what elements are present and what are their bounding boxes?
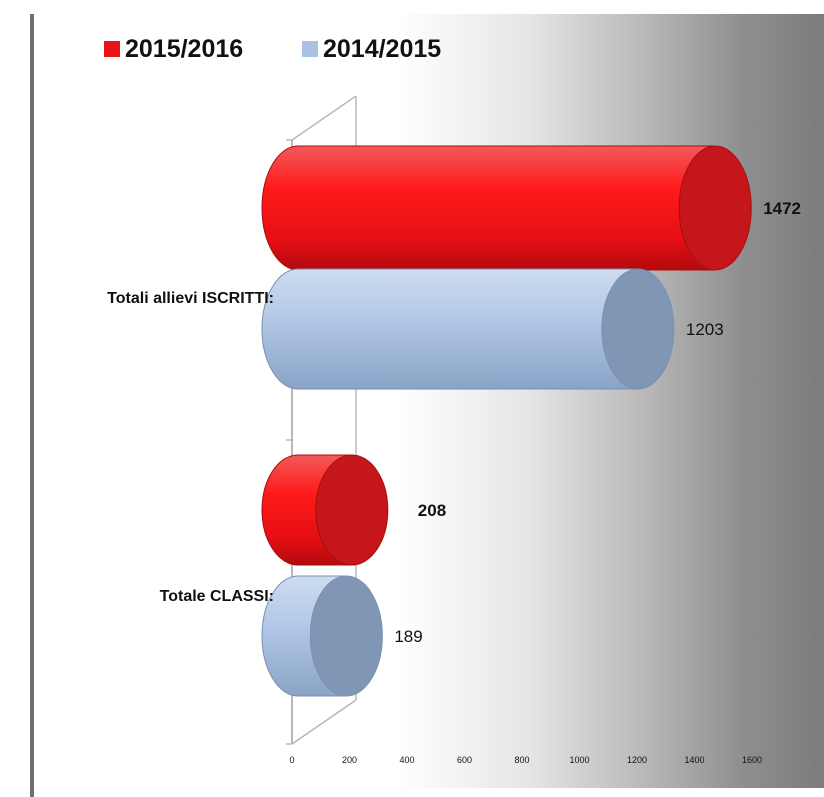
data-label: 189 <box>394 627 422 646</box>
x-tick-label: 1600 <box>742 755 762 765</box>
category-label: Totali allievi ISCRITTI: <box>107 290 274 307</box>
data-label: 1472 <box>763 199 801 218</box>
data-label: 1203 <box>686 320 724 339</box>
bar-end-cap <box>678 145 752 271</box>
bar <box>261 145 716 271</box>
bar-end-cap <box>601 268 675 390</box>
bar <box>261 268 639 390</box>
legend-label-2014-2015: 2014/2015 <box>323 34 442 63</box>
x-tick-label: 200 <box>342 755 357 765</box>
x-tick-label: 400 <box>399 755 414 765</box>
legend-swatch-2015-2016 <box>104 41 120 57</box>
x-tick-label: 1400 <box>684 755 704 765</box>
depth-line-top <box>291 95 357 141</box>
bar-end-cap <box>315 454 389 566</box>
legend-item-2014-2015: 2014/2015 <box>302 34 441 64</box>
x-tick-label: 1200 <box>627 755 647 765</box>
legend-label-2015-2016: 2015/2016 <box>125 34 244 63</box>
left-border <box>30 14 34 797</box>
bar-end-cap <box>309 575 383 697</box>
data-label: 208 <box>418 501 446 520</box>
top-margin <box>34 0 824 14</box>
x-tick-label: 1000 <box>569 755 589 765</box>
category-label: Totale CLASSI: <box>160 588 274 605</box>
x-tick-label: 600 <box>457 755 472 765</box>
legend-swatch-2014-2015 <box>302 41 318 57</box>
x-tick-label: 0 <box>289 755 294 765</box>
x-tick-label: 800 <box>514 755 529 765</box>
bars-group <box>261 145 752 697</box>
depth-line-bottom <box>291 699 357 745</box>
labels-group: 0 200 400 600 800 1000 1200 1400 1600 Totali alli… <box>107 199 801 765</box>
bottom-margin <box>0 788 824 797</box>
legend-item-2015-2016: 2015/2016 <box>104 34 243 64</box>
